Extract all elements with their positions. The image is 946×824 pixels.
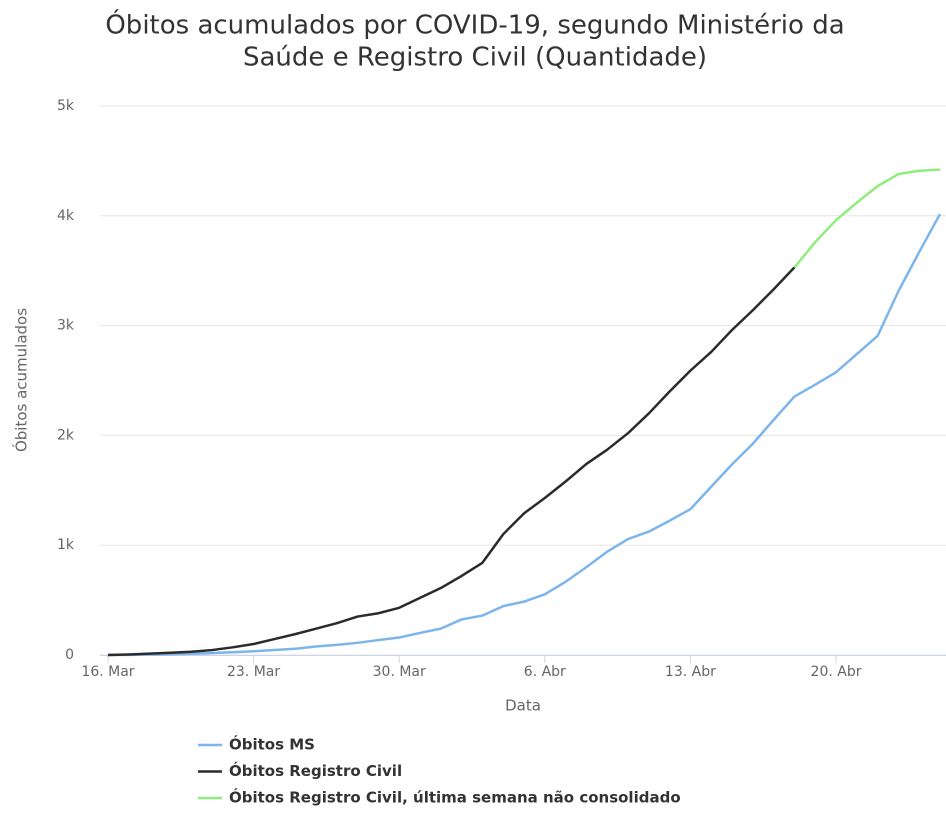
y-tick-label: 2k	[57, 427, 75, 443]
x-tick-label: 30. Mar	[373, 664, 426, 680]
y-tick-label: 0	[65, 647, 74, 663]
y-axis-title: Óbitos acumulados	[12, 308, 31, 452]
x-tick-label: 23. Mar	[227, 664, 280, 680]
legend-label: Óbitos MS	[229, 735, 315, 754]
series-line	[107, 266, 796, 657]
x-tick-label: 16. Mar	[81, 664, 134, 680]
legend-label: Óbitos Registro Civil	[229, 761, 402, 780]
y-tick-label: 5k	[57, 98, 75, 114]
y-tick-label: 4k	[57, 208, 75, 224]
series-line	[793, 168, 941, 269]
legend-label: Óbitos Registro Civil, última semana não…	[229, 788, 681, 807]
y-tick-label: 1k	[57, 537, 75, 553]
y-tick-label: 3k	[57, 318, 75, 334]
x-axis-title: Data	[505, 697, 541, 715]
chart-title: Óbitos acumulados por COVID-19, segundo …	[105, 9, 844, 41]
x-tick-label: 13. Abr	[665, 664, 716, 680]
x-tick-label: 20. Abr	[811, 664, 862, 680]
x-tick-label: 6. Abr	[524, 664, 566, 680]
chart-title: Saúde e Registro Civil (Quantidade)	[243, 43, 707, 73]
series-line	[107, 213, 942, 657]
